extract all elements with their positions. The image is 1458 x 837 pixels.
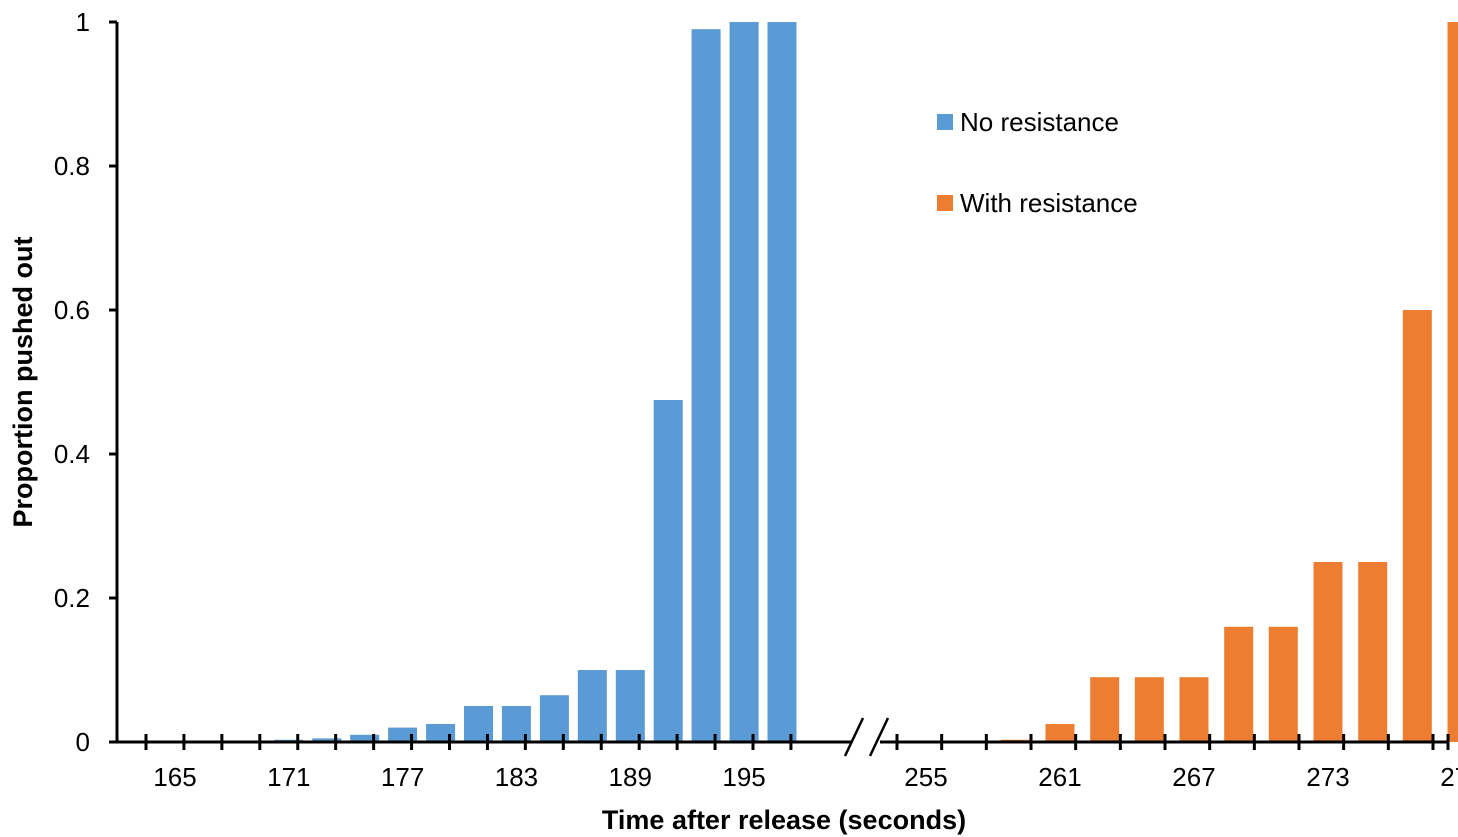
- x-tick-label: 165: [153, 762, 196, 792]
- legend-swatch-no-resistance: [937, 114, 953, 130]
- x-tick-label: 255: [904, 762, 947, 792]
- bar-no-resistance-189: [615, 670, 645, 742]
- x-tick-label: 183: [495, 762, 538, 792]
- legend-label-with-resistance: With resistance: [960, 188, 1138, 218]
- x-tick-label: 177: [381, 762, 424, 792]
- x-tick-label: 261: [1038, 762, 1081, 792]
- bar-no-resistance-197: [767, 22, 797, 742]
- x-axis-title: Time after release (seconds): [602, 805, 966, 835]
- x-tick-label: 195: [722, 762, 765, 792]
- y-tick-label: 0: [76, 727, 90, 757]
- y-tick-label: 0.2: [54, 583, 90, 613]
- bar-no-resistance-179: [426, 724, 456, 742]
- y-tick-label: 0.4: [54, 439, 90, 469]
- bar-with-resistance-275: [1358, 562, 1388, 742]
- bar-no-resistance-193: [691, 29, 721, 742]
- ticks-layer: 0 0.2 0.4 0.6 0.8 1 165 171 177 183 189 195 255 261 26…: [54, 7, 1458, 792]
- x-tick-label: 267: [1172, 762, 1215, 792]
- bar-with-resistance-273: [1313, 562, 1343, 742]
- bar-no-resistance-195: [729, 22, 759, 742]
- x-tick-label: 273: [1306, 762, 1349, 792]
- axis-break-mark-2: [868, 717, 890, 757]
- bar-with-resistance-261: [1045, 724, 1075, 742]
- bar-with-resistance-263: [1090, 677, 1120, 742]
- y-tick-label: 0.6: [54, 295, 90, 325]
- bar-no-resistance-175: [350, 734, 380, 742]
- bar-no-resistance-191: [653, 400, 683, 742]
- bar-with-resistance-277: [1402, 310, 1432, 742]
- legend: No resistance With resistance: [937, 107, 1138, 218]
- axis-break-mark-1: [843, 717, 865, 757]
- x-tick-label: 171: [267, 762, 310, 792]
- bar-with-resistance-267: [1179, 677, 1209, 742]
- bar-with-resistance-265: [1134, 677, 1164, 742]
- x-tick-label: 279: [1440, 762, 1458, 792]
- bar-with-resistance-269: [1224, 626, 1254, 742]
- bars-layer: [274, 22, 1458, 742]
- bar-no-resistance-187: [577, 670, 607, 742]
- legend-label-no-resistance: No resistance: [960, 107, 1119, 137]
- y-axis-title: Proportion pushed out: [8, 237, 38, 528]
- bar-no-resistance-173: [312, 738, 342, 742]
- bar-with-resistance-279: [1447, 22, 1458, 742]
- x-tick-label: 189: [609, 762, 652, 792]
- legend-swatch-with-resistance: [937, 195, 953, 211]
- bar-no-resistance-177: [388, 727, 418, 742]
- bar-with-resistance-271: [1268, 626, 1298, 742]
- y-tick-label: 1: [76, 7, 90, 37]
- y-tick-label: 0.8: [54, 151, 90, 181]
